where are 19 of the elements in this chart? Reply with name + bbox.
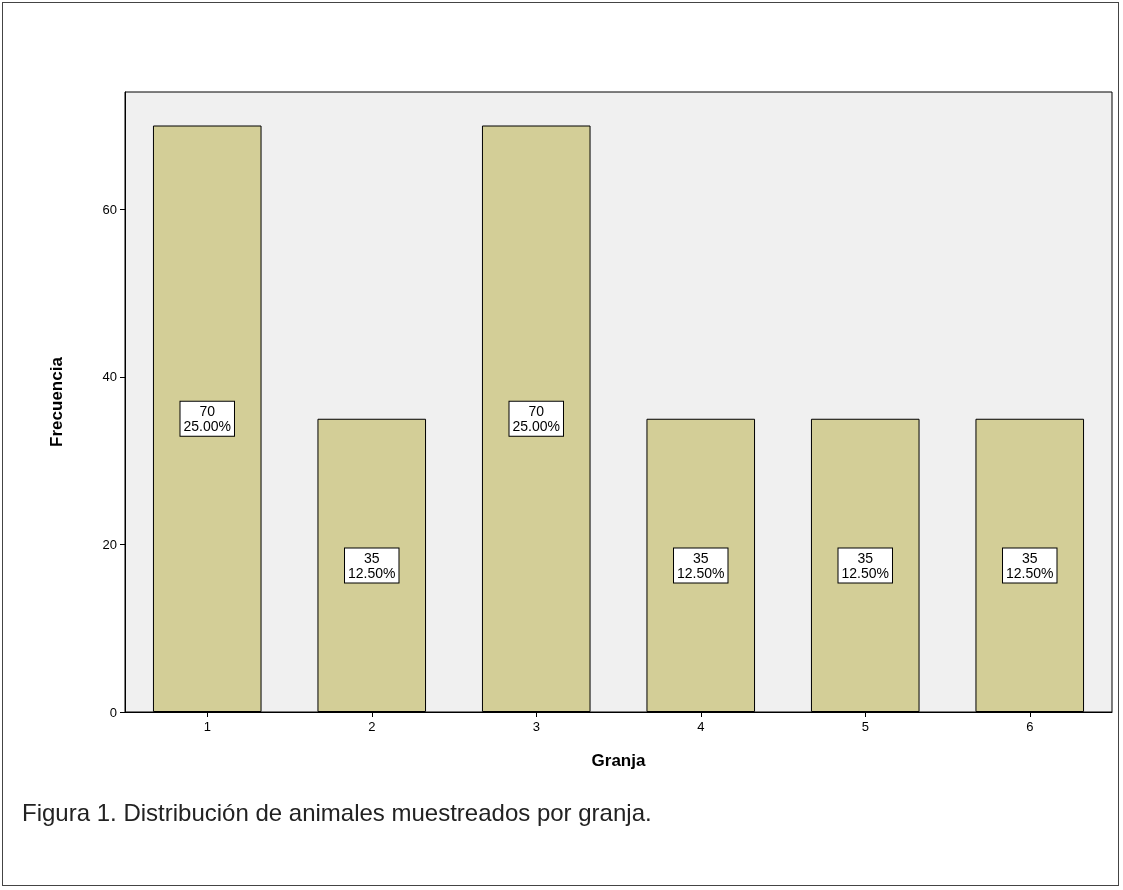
x-tick-label: 1 xyxy=(203,719,211,734)
data-label: 70 25.00% xyxy=(183,403,231,435)
x-tick-label: 2 xyxy=(368,719,376,734)
x-tick-label: 5 xyxy=(861,719,869,734)
x-tick-label: 4 xyxy=(697,719,705,734)
data-label: 35 12.50% xyxy=(348,549,396,581)
data-label: 70 25.00% xyxy=(512,403,560,435)
y-tick-label: 0 xyxy=(109,704,117,720)
y-tick-label: 20 xyxy=(102,536,117,552)
data-label: 35 12.50% xyxy=(677,549,725,581)
data-label: 35 12.50% xyxy=(841,549,889,581)
data-label: 35 12.50% xyxy=(1006,549,1054,581)
x-tick-label: 6 xyxy=(1026,719,1034,734)
text: Figura 1. Distribución de animales muestreados por granja. xyxy=(22,798,652,826)
y-tick-label: 40 xyxy=(102,369,117,385)
y-axis-title: Frecuencia xyxy=(47,356,66,447)
x-axis-title: Granja xyxy=(591,751,646,770)
x-tick-label: 3 xyxy=(532,719,540,734)
y-tick-label: 60 xyxy=(102,201,117,217)
